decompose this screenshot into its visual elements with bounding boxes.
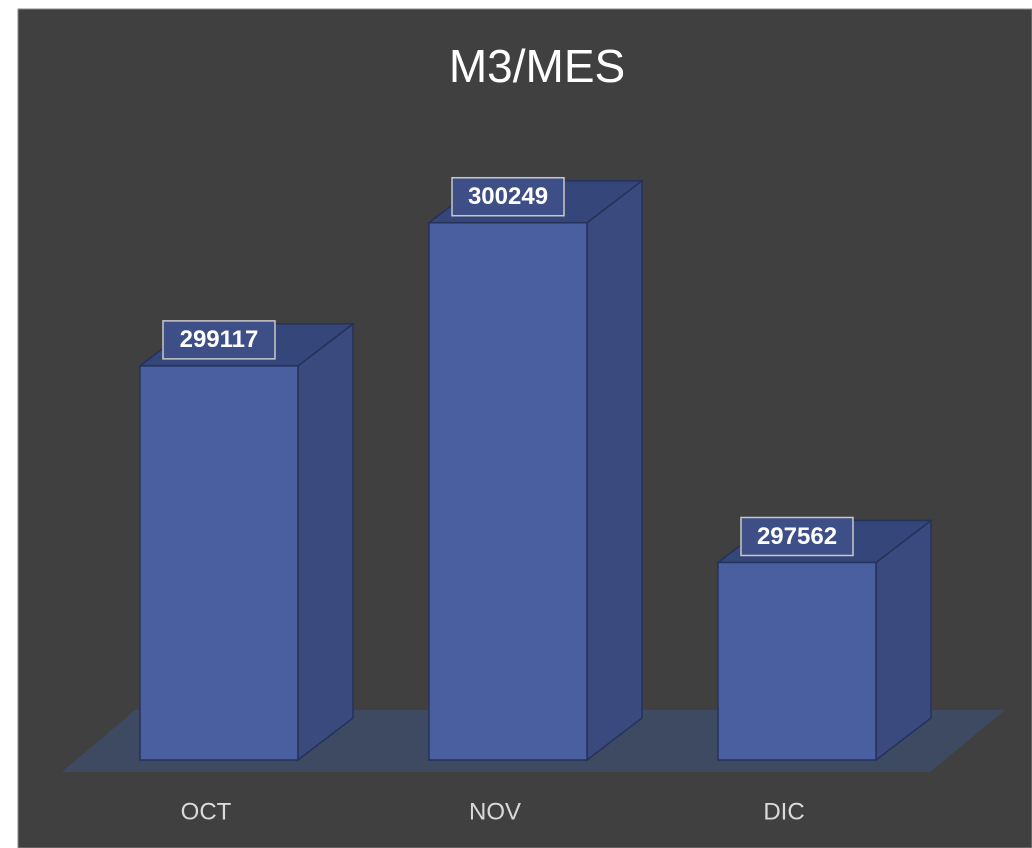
bar [717,561,877,761]
bar [428,221,588,761]
bar-side [586,179,643,762]
data-label-box [162,320,276,360]
data-label: 300249 [468,183,548,210]
data-label: 297562 [757,523,837,550]
bar [139,365,299,761]
x-tick-label: DIC [763,798,804,825]
x-tick-label: OCT [181,798,232,825]
bar-side [297,322,354,762]
chart-title: M3/MES [449,40,625,92]
x-tick-label: NOV [469,798,521,825]
data-label: 299117 [180,326,259,353]
data-label-box [451,176,565,217]
data-label-box [740,516,854,557]
